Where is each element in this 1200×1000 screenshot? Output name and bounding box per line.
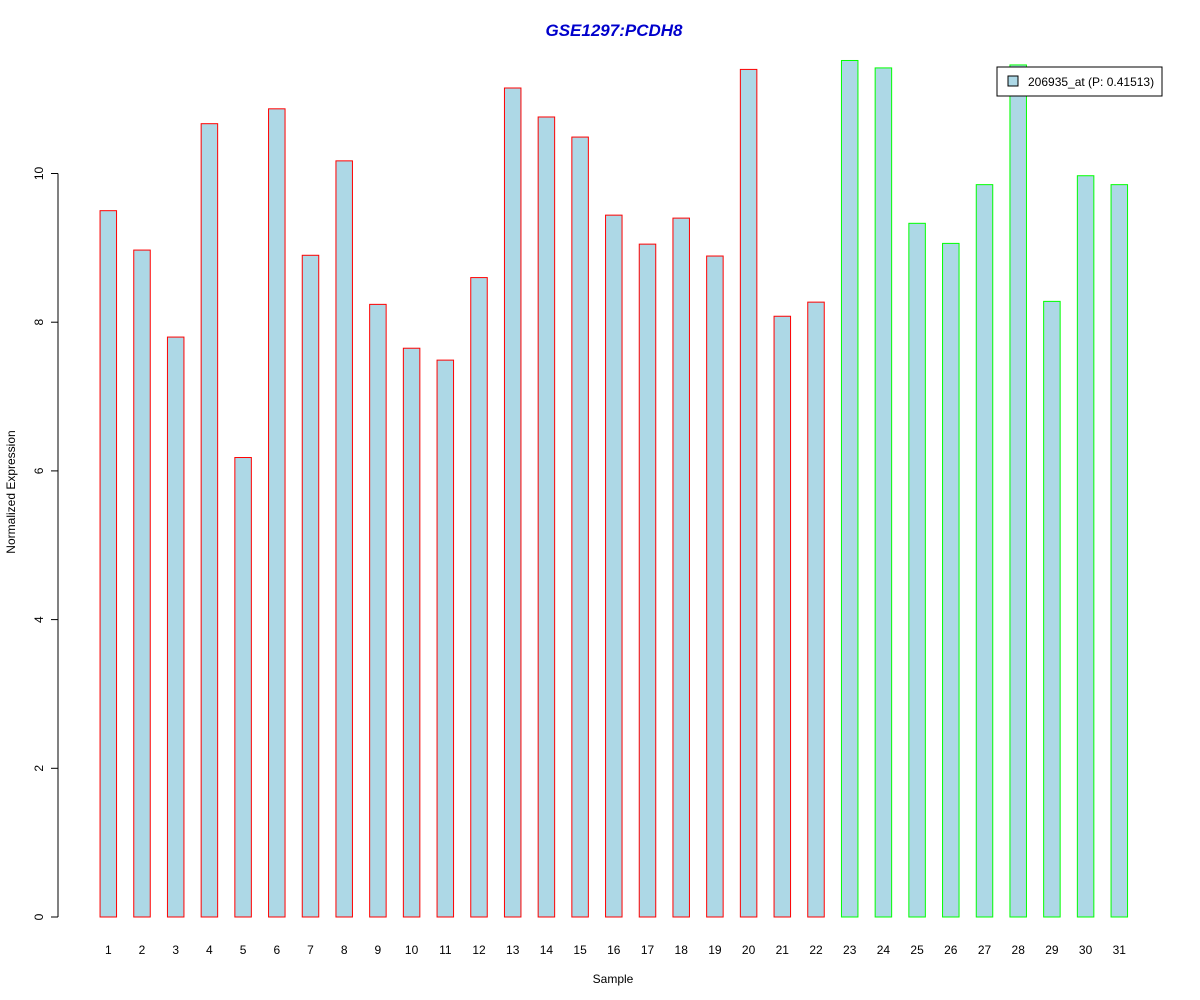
bar-sample-3 [166,336,185,918]
bar-sample-31 [1110,184,1129,918]
bar-sample-8 [335,160,353,918]
x-tick-label: 22 [809,943,823,957]
x-tick-label: 29 [1045,943,1059,957]
bar-sample-19 [706,255,724,918]
y-tick-label: 6 [32,467,46,474]
bar-sample-2 [133,249,151,918]
x-tick-label: 30 [1079,943,1093,957]
bars-group [99,59,1129,918]
bar-sample-6 [268,108,286,918]
bar-sample-28 [1009,64,1027,918]
x-tick-label: 24 [877,943,891,957]
bar-sample-7 [301,254,320,918]
x-tick-label: 23 [843,943,857,957]
legend-label: 206935_at (P: 0.41513) [1028,75,1154,89]
y-tick-label: 10 [32,167,46,181]
bar-sample-23 [840,59,859,918]
bar-sample-26 [942,242,960,918]
x-tick-label: 14 [540,943,554,957]
y-tick-label: 4 [32,616,46,623]
x-tick-label: 8 [341,943,348,957]
bar-sample-12 [470,277,488,918]
x-tick-label: 26 [944,943,958,957]
x-tick-label: 13 [506,943,520,957]
legend-box [996,66,1163,97]
x-tick-label: 7 [307,943,314,957]
bar-sample-21 [773,315,792,918]
bar-sample-10 [402,347,421,918]
legend-swatch [1007,75,1019,87]
x-tick-label: 11 [439,943,452,957]
bar-sample-30 [1076,175,1095,918]
y-axis-label: Normalized Expression [4,430,18,553]
y-axis: 0 2 4 6 8 10 [32,167,59,920]
bar-sample-1 [99,210,118,918]
bar-sample-22 [807,301,825,918]
x-tick-label: 28 [1012,943,1026,957]
bar-sample-27 [975,184,994,918]
x-tick-label: 18 [675,943,689,957]
x-tick-label: 31 [1113,943,1127,957]
bar-sample-14 [537,116,556,918]
bar-sample-13 [503,87,522,918]
y-tick-label: 8 [32,319,46,326]
bar-sample-24 [874,67,893,918]
x-tick-label: 4 [206,943,213,957]
bar-sample-5 [234,457,252,918]
bar-sample-18 [672,217,690,918]
x-tick-label: 19 [708,943,722,957]
x-tick-label: 21 [776,943,790,957]
x-tick-label: 15 [573,943,587,957]
x-axis-label: Sample [593,972,634,986]
x-tick-label: 5 [240,943,247,957]
x-tick-label: 9 [375,943,382,957]
bar-sample-15 [571,136,589,918]
legend: 206935_at (P: 0.41513) [996,66,1163,97]
x-tick-label: 12 [472,943,486,957]
x-tick-label: 27 [978,943,992,957]
bar-sample-20 [739,68,758,918]
x-tick-label: 10 [405,943,419,957]
x-tick-label: 1 [105,943,112,957]
x-tick-label: 20 [742,943,756,957]
x-tick-label: 16 [607,943,621,957]
bar-sample-9 [369,303,387,918]
bar-sample-11 [436,359,455,918]
x-tick-label: 25 [910,943,924,957]
x-tick-label: 2 [139,943,146,957]
x-tick-label: 17 [641,943,655,957]
y-tick-label: 0 [32,913,46,920]
bar-sample-25 [908,222,926,918]
bar-sample-16 [605,214,623,918]
y-tick-label: 2 [32,765,46,772]
x-tick-label: 6 [273,943,280,957]
x-tick-label: 3 [172,943,179,957]
x-tick-labels: 1 2 3 4 5 6 7 8 9 10 11 12 13 14 15 16 17 18 19 20 21 22 23 24 2… [105,943,1126,957]
chart-title: GSE1297:PCDH8 [545,21,683,40]
bar-sample-17 [638,243,657,918]
bar-sample-29 [1043,300,1061,918]
bar-sample-4 [200,123,219,918]
